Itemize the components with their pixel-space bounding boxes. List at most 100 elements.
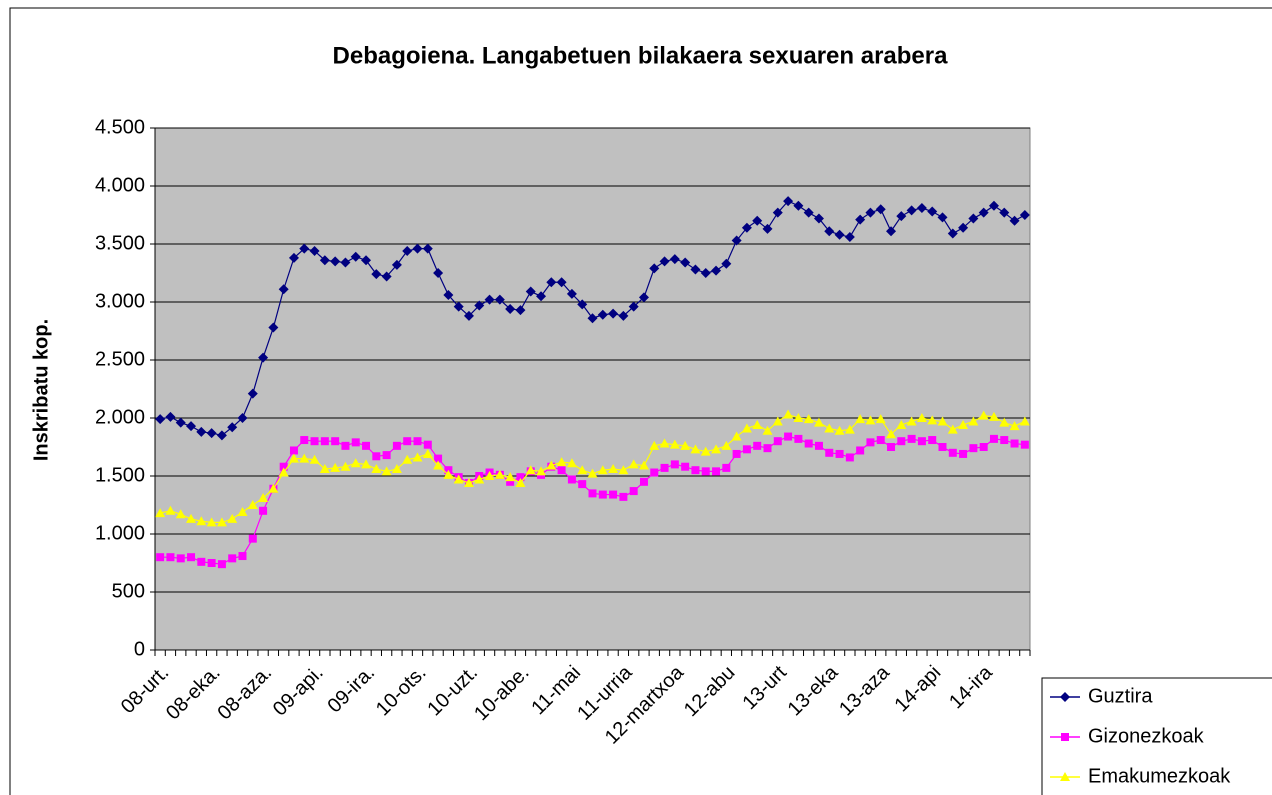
marker [268, 322, 279, 333]
marker [608, 464, 619, 474]
marker [680, 440, 691, 450]
marker [886, 429, 897, 439]
marker [278, 467, 289, 477]
marker [259, 506, 268, 515]
marker [609, 490, 618, 499]
marker [237, 506, 248, 516]
marker [865, 415, 876, 425]
marker [948, 448, 957, 457]
marker [443, 469, 454, 479]
marker [638, 460, 649, 470]
marker [587, 468, 598, 478]
marker [793, 413, 804, 422]
y-tick-label: 2.000 [95, 406, 145, 428]
marker [206, 428, 217, 439]
marker [927, 415, 938, 425]
marker [1060, 772, 1070, 781]
marker [700, 268, 711, 278]
marker [835, 449, 844, 458]
marker [330, 462, 341, 472]
marker [484, 471, 495, 480]
marker [783, 196, 794, 207]
marker [423, 440, 432, 449]
marker [793, 200, 804, 211]
marker [299, 243, 310, 254]
marker [896, 211, 907, 222]
marker [506, 477, 515, 486]
legend-label: Gizonezkoak [1088, 725, 1205, 747]
marker [937, 212, 948, 223]
marker [1000, 436, 1009, 445]
marker [1020, 440, 1029, 449]
marker [175, 509, 186, 519]
marker [453, 474, 464, 484]
marker [310, 437, 319, 446]
marker [546, 277, 557, 288]
chart-title: Debagoiena. Langabetuen bilakaera sexuar… [333, 42, 949, 69]
marker [556, 457, 567, 467]
marker [422, 243, 433, 254]
marker [165, 505, 176, 515]
marker [1010, 439, 1019, 448]
marker [989, 434, 998, 443]
marker [824, 226, 835, 237]
legend-label: Emakumezkoak [1088, 765, 1231, 787]
marker [856, 446, 865, 455]
marker [248, 534, 257, 543]
marker [371, 464, 382, 474]
marker [650, 468, 659, 477]
marker [875, 204, 886, 215]
marker [1019, 416, 1030, 426]
marker [227, 513, 238, 523]
y-tick-label: 3.500 [95, 232, 145, 254]
marker [618, 310, 629, 321]
marker [618, 465, 629, 475]
marker [722, 463, 731, 472]
marker [309, 454, 320, 464]
marker [887, 443, 896, 451]
y-tick-label: 4.500 [95, 116, 145, 138]
marker [525, 465, 536, 475]
marker [732, 449, 741, 458]
marker [731, 431, 742, 441]
marker [578, 480, 587, 489]
marker [959, 449, 968, 458]
marker [382, 451, 391, 460]
marker [402, 245, 413, 256]
marker [752, 215, 763, 226]
marker [906, 416, 917, 426]
marker [762, 223, 773, 234]
marker [340, 461, 351, 471]
marker [917, 437, 926, 446]
marker [1009, 215, 1020, 226]
marker [463, 310, 474, 321]
marker [392, 441, 401, 450]
marker [742, 445, 751, 454]
marker [278, 284, 289, 295]
marker [638, 292, 649, 303]
marker [691, 466, 700, 475]
marker [474, 474, 485, 484]
marker [350, 251, 361, 262]
marker [855, 214, 866, 225]
marker [165, 411, 176, 422]
marker [659, 256, 670, 267]
marker [1009, 421, 1020, 431]
marker [865, 207, 876, 218]
marker [536, 291, 547, 302]
marker [536, 466, 547, 476]
marker [598, 490, 607, 499]
y-tick-label: 3.000 [95, 290, 145, 312]
marker [216, 517, 227, 527]
marker [937, 416, 948, 426]
y-tick-label: 1.000 [95, 522, 145, 544]
marker [681, 462, 690, 471]
marker [474, 300, 485, 311]
marker [289, 446, 298, 455]
marker [794, 434, 803, 443]
marker [897, 437, 906, 446]
marker [566, 458, 577, 468]
marker [928, 436, 937, 445]
marker [155, 508, 166, 518]
